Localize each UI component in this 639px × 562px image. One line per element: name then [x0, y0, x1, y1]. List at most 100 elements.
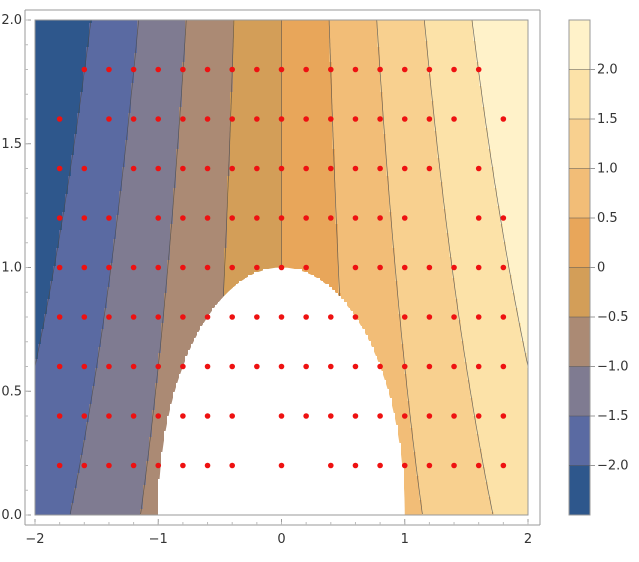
field-cell	[116, 95, 120, 99]
field-cell	[68, 35, 72, 39]
field-cell	[107, 152, 111, 156]
field-cell	[104, 236, 108, 240]
field-cell	[80, 161, 84, 165]
field-cell	[62, 371, 66, 375]
field-cell	[116, 350, 120, 354]
field-cell	[89, 50, 93, 54]
field-cell	[104, 209, 108, 213]
field-cell	[35, 230, 39, 234]
field-cell	[98, 425, 102, 429]
field-cell	[119, 476, 123, 480]
field-cell	[83, 227, 87, 231]
field-cell	[104, 164, 108, 168]
field-cell	[110, 509, 114, 513]
field-cell	[44, 206, 48, 210]
field-cell	[92, 62, 96, 66]
field-cell	[119, 293, 123, 297]
field-cell	[95, 254, 99, 258]
field-cell	[95, 329, 99, 333]
field-cell	[59, 101, 63, 105]
field-cell	[83, 86, 87, 90]
field-cell	[44, 500, 48, 504]
field-cell	[80, 506, 84, 510]
field-cell	[71, 266, 75, 270]
field-cell	[38, 428, 42, 432]
field-cell	[83, 134, 87, 138]
field-cell	[50, 392, 54, 396]
field-cell	[62, 380, 66, 384]
field-cell	[59, 308, 63, 312]
field-cell	[113, 455, 117, 459]
field-cell	[95, 509, 99, 513]
field-cell	[53, 140, 57, 144]
field-cell	[107, 311, 111, 315]
field-cell	[65, 383, 69, 387]
field-cell	[71, 128, 75, 132]
field-cell	[77, 323, 81, 327]
field-cell	[62, 302, 66, 306]
field-cell	[50, 461, 54, 465]
field-cell	[35, 167, 39, 171]
field-cell	[107, 491, 111, 495]
field-cell	[65, 218, 69, 222]
field-cell	[95, 482, 99, 486]
field-cell	[104, 257, 108, 261]
field-cell	[119, 272, 123, 276]
field-cell	[77, 137, 81, 141]
field-cell	[62, 197, 66, 201]
field-cell	[104, 497, 108, 501]
field-cell	[38, 500, 42, 504]
field-cell	[113, 86, 117, 90]
field-cell	[101, 50, 105, 54]
field-cell	[68, 383, 72, 387]
field-cell	[44, 20, 48, 24]
field-cell	[110, 410, 114, 414]
field-cell	[113, 284, 117, 288]
field-cell	[41, 272, 45, 276]
field-cell	[71, 332, 75, 336]
field-cell	[53, 20, 57, 24]
field-cell	[101, 200, 105, 204]
field-cell	[74, 62, 78, 66]
field-cell	[104, 326, 108, 330]
field-cell	[116, 125, 120, 129]
field-cell	[110, 437, 114, 441]
field-cell	[35, 371, 39, 375]
field-cell	[95, 368, 99, 372]
field-cell	[38, 407, 42, 411]
field-cell	[35, 185, 39, 189]
field-cell	[104, 29, 108, 33]
field-cell	[71, 242, 75, 246]
field-cell	[47, 80, 51, 84]
field-cell	[86, 302, 90, 306]
field-cell	[98, 53, 102, 57]
field-cell	[80, 398, 84, 402]
field-cell	[119, 332, 123, 336]
field-cell	[44, 86, 48, 90]
field-cell	[77, 38, 81, 42]
field-cell	[68, 434, 72, 438]
field-cell	[53, 302, 57, 306]
field-cell	[116, 86, 120, 90]
field-cell	[122, 71, 126, 75]
field-cell	[80, 173, 84, 177]
field-cell	[95, 125, 99, 129]
field-cell	[116, 32, 120, 36]
field-cell	[92, 353, 96, 357]
field-cell	[104, 437, 108, 441]
field-cell	[50, 362, 54, 366]
field-cell	[53, 332, 57, 336]
field-cell	[41, 275, 45, 279]
field-cell	[56, 113, 60, 117]
field-cell	[38, 485, 42, 489]
field-cell	[53, 350, 57, 354]
field-cell	[83, 329, 87, 333]
field-cell	[86, 377, 90, 381]
field-cell	[86, 380, 90, 384]
field-cell	[47, 443, 51, 447]
field-cell	[110, 140, 114, 144]
field-cell	[47, 365, 51, 369]
field-cell	[77, 158, 81, 162]
field-cell	[50, 410, 54, 414]
field-cell	[50, 218, 54, 222]
